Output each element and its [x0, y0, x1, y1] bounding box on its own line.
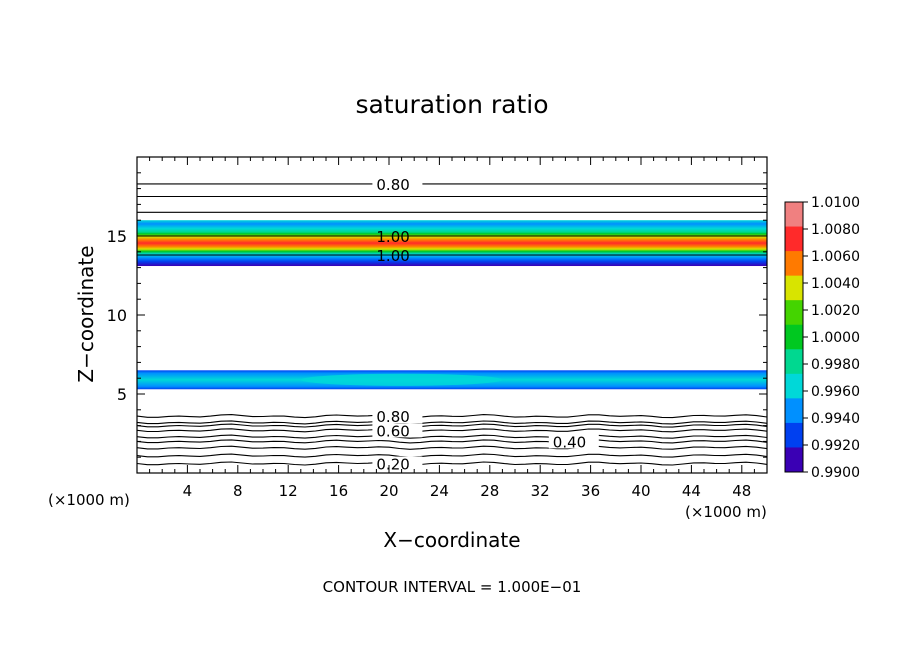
- contour-line: [137, 453, 767, 458]
- x-unit-left: (×1000 m): [48, 491, 130, 509]
- contour-label-gap: [372, 456, 423, 471]
- colorbar-label: 1.0040: [811, 276, 860, 292]
- colorbar-label: 1.0080: [811, 222, 860, 238]
- x-tick-label: 28: [480, 482, 499, 500]
- x-tick-label: 48: [732, 482, 751, 500]
- colorbar-segment: [785, 447, 803, 473]
- x-tick-label: 44: [682, 482, 701, 500]
- colorbar-label: 0.9940: [811, 411, 860, 427]
- colorbar-segment: [785, 398, 803, 424]
- colorbar-segment: [785, 251, 803, 277]
- contour-label-gap: [548, 434, 599, 449]
- saturation-band-upper: [137, 220, 767, 267]
- x-tick-label: 24: [430, 482, 449, 500]
- contour-label: 0.80: [376, 408, 409, 426]
- colorbar-segment: [785, 324, 803, 350]
- x-tick-label: 20: [379, 482, 398, 500]
- y-tick-label: 10: [107, 306, 127, 325]
- y-axis-label: Z−coordinate: [74, 245, 98, 382]
- colorbar-segment: [785, 202, 803, 228]
- colorbar-label: 0.9920: [811, 438, 860, 454]
- contour-line: [137, 445, 767, 450]
- contour-label: 1.00: [376, 228, 409, 246]
- contour-label: 0.60: [376, 422, 409, 440]
- contour-label: 0.40: [553, 433, 586, 451]
- contour-interval-note: CONTOUR INTERVAL = 1.000E−01: [323, 578, 582, 596]
- x-tick-label: 16: [329, 482, 348, 500]
- y-axis-ticks: 5 10 15: [107, 156, 767, 474]
- y-tick-label: 5: [117, 385, 127, 404]
- colorbar-segment: [785, 300, 803, 326]
- colorbar-segment: [785, 422, 803, 448]
- x-tick-label: 40: [631, 482, 650, 500]
- colorbar-label: 1.0000: [811, 330, 860, 346]
- x-tick-label: 8: [233, 482, 243, 500]
- contour-line: [137, 434, 767, 439]
- x-tick-label: 12: [279, 482, 298, 500]
- plot-background: [137, 157, 767, 473]
- contour-line: [137, 414, 767, 419]
- colorbar-segment: [785, 275, 803, 301]
- contour-line: [137, 423, 767, 428]
- colorbar-label: 0.9960: [811, 384, 860, 400]
- contour-line: [137, 439, 767, 444]
- contour-line: [137, 461, 767, 466]
- contour-label-gap: [372, 409, 423, 424]
- contour-label: 1.00: [376, 247, 409, 265]
- x-tick-label: 36: [581, 482, 600, 500]
- x-tick-label: 32: [531, 482, 550, 500]
- colorbar-segment: [785, 373, 803, 399]
- x-unit-right: (×1000 m): [685, 503, 767, 521]
- contour-lines: 0.801.001.000.800.600.400.20: [137, 176, 767, 474]
- chart-title: saturation ratio: [355, 90, 548, 119]
- saturation-band-core: [300, 373, 503, 386]
- colorbar-segment: [785, 226, 803, 252]
- colorbar-label: 0.9980: [811, 357, 860, 373]
- x-tick-label: 4: [183, 482, 193, 500]
- colorbar: 1.0100 1.0080 1.0060 1.0040 1.0020 1.0000 0.99…: [784, 195, 860, 481]
- contour-label-gap: [372, 423, 423, 438]
- plot-area: 0.801.001.000.800.600.400.20: [137, 157, 767, 474]
- x-axis-label: X−coordinate: [383, 528, 520, 552]
- saturation-bands: [137, 220, 767, 390]
- contour-line: [137, 420, 767, 425]
- colorbar-label: 1.0100: [811, 195, 860, 211]
- contour-label: 0.20: [376, 456, 409, 474]
- x-axis-ticks: 4 8 12 16 20 24 28 32 36 40 44 48: [136, 157, 768, 500]
- y-tick-label: 15: [107, 227, 127, 246]
- contour-label: 0.80: [376, 176, 409, 194]
- colorbar-label: 1.0020: [811, 303, 860, 319]
- colorbar-label: 1.0060: [811, 249, 860, 265]
- contour-line: [137, 428, 767, 433]
- colorbar-label: 0.9900: [811, 465, 860, 481]
- contour-label-gap: [372, 176, 423, 191]
- colorbar-segment: [785, 349, 803, 375]
